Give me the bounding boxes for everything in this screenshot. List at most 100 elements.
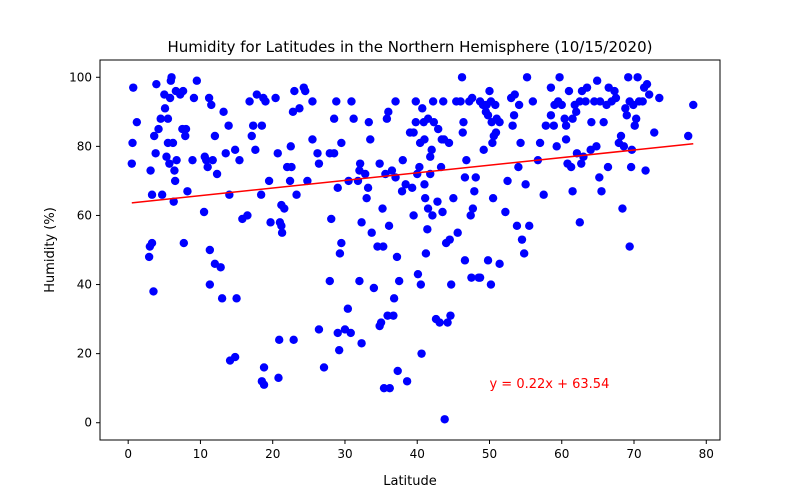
data-point: [129, 83, 138, 92]
data-point: [361, 169, 370, 179]
x-tick-label: 40: [410, 447, 425, 461]
data-point: [528, 97, 538, 106]
data-point: [387, 166, 397, 175]
data-point: [128, 138, 137, 148]
data-point: [650, 128, 659, 137]
data-point: [303, 176, 312, 186]
data-point: [416, 280, 426, 289]
data-point: [460, 256, 470, 265]
data-point: [292, 190, 301, 199]
data-point: [557, 100, 566, 110]
data-point: [334, 345, 344, 355]
data-point: [510, 90, 519, 99]
data-point: [288, 107, 298, 117]
data-point: [301, 86, 310, 96]
data-point: [152, 79, 161, 89]
data-point: [522, 73, 532, 82]
data-point: [459, 117, 468, 127]
data-point: [579, 152, 588, 161]
data-point: [560, 114, 569, 123]
data-point: [428, 211, 437, 220]
data-point: [232, 294, 241, 303]
data-point: [243, 211, 252, 220]
data-point: [561, 121, 571, 130]
data-point: [327, 214, 336, 224]
data-point: [423, 204, 433, 213]
data-point: [151, 149, 160, 158]
data-point: [366, 135, 375, 144]
data-point: [277, 221, 286, 231]
data-point: [362, 193, 371, 203]
data-point: [313, 149, 322, 158]
data-point: [438, 207, 447, 217]
data-point: [621, 104, 630, 113]
data-point: [216, 263, 225, 272]
data-point: [259, 380, 269, 389]
x-tick-label: 10: [193, 447, 208, 461]
data-point: [179, 238, 189, 248]
data-point: [379, 242, 388, 251]
data-point: [549, 121, 558, 130]
data-point: [411, 97, 420, 106]
data-point: [170, 166, 179, 175]
data-point: [611, 93, 621, 103]
data-point: [535, 138, 545, 148]
data-point: [541, 121, 551, 130]
data-point: [418, 104, 427, 113]
data-point: [343, 304, 353, 313]
data-point: [389, 294, 399, 303]
data-point: [575, 97, 585, 106]
data-point: [514, 100, 524, 110]
data-point: [261, 97, 270, 106]
regression-line: [131, 143, 694, 204]
data-point: [597, 187, 606, 196]
data-point: [389, 311, 398, 320]
data-point: [205, 280, 215, 289]
data-point: [332, 97, 341, 106]
data-point: [421, 249, 431, 258]
data-point: [355, 276, 364, 286]
data-point: [280, 204, 289, 213]
data-point: [486, 280, 496, 289]
data-point: [467, 93, 477, 103]
data-point: [308, 97, 317, 106]
data-point: [433, 124, 443, 134]
data-point: [219, 107, 228, 117]
x-tick-label: 30: [337, 447, 352, 461]
y-tick-label: 60: [77, 208, 92, 222]
x-tick-label: 80: [699, 447, 714, 461]
data-point: [165, 159, 174, 168]
data-point: [285, 176, 295, 186]
data-point: [230, 352, 240, 362]
data-point: [439, 97, 448, 106]
data-point: [485, 86, 494, 96]
data-point: [642, 79, 652, 89]
data-point: [329, 149, 339, 158]
data-point: [274, 373, 283, 383]
data-point: [426, 152, 435, 161]
data-point: [577, 159, 586, 168]
data-point: [444, 138, 454, 148]
data-point: [357, 218, 366, 227]
data-point: [561, 135, 571, 144]
data-point: [429, 117, 439, 127]
data-point: [167, 73, 176, 82]
data-point: [411, 117, 420, 127]
data-point: [335, 249, 345, 258]
data-point: [383, 311, 392, 320]
data-point: [503, 176, 512, 186]
data-point: [181, 131, 190, 141]
data-point: [575, 218, 585, 227]
data-point: [689, 100, 698, 110]
data-point: [235, 155, 244, 165]
data-point: [483, 111, 493, 120]
data-point: [427, 145, 436, 155]
data-point: [150, 131, 159, 141]
x-tick-label: 50: [482, 447, 497, 461]
data-point: [587, 117, 596, 127]
data-point: [525, 221, 534, 231]
data-point: [495, 259, 504, 269]
data-point: [183, 187, 192, 196]
data-point: [610, 86, 619, 96]
